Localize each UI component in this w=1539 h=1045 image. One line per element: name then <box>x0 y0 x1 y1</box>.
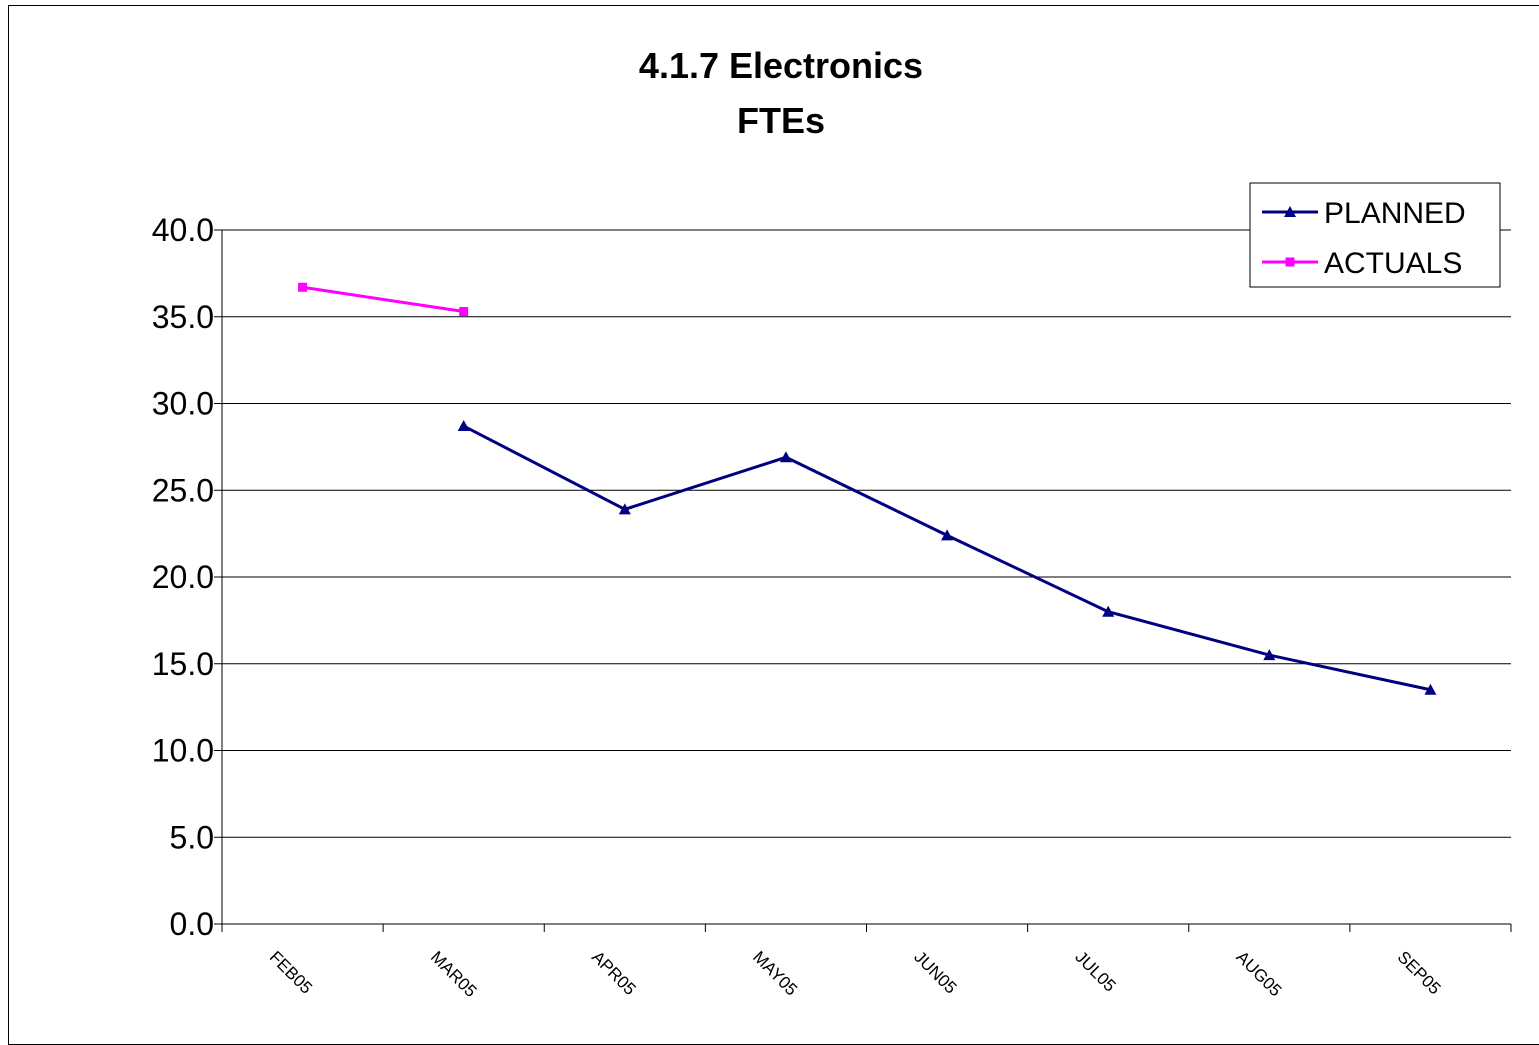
y-tick-label: 0.0 <box>170 906 214 942</box>
series-lines <box>298 282 1437 695</box>
x-tick-label: MAY05 <box>749 947 801 999</box>
legend-item-planned: PLANNED <box>1262 197 1466 230</box>
chart-title-line-2: FTEs <box>737 100 825 141</box>
x-tick-label: JUL05 <box>1071 947 1119 995</box>
legend-item-actuals: ACTUALS <box>1262 247 1462 280</box>
y-tick-label: 35.0 <box>152 299 214 335</box>
axes: 0.0 5.0 10.0 15.0 20.0 25.0 30.0 35.0 40.0 FEB05 M… <box>152 212 1512 1001</box>
data-point <box>457 420 470 432</box>
chart-title-line-1: 4.1.7 Electronics <box>639 45 923 86</box>
legend-swatch-marker <box>1284 206 1296 217</box>
data-point <box>618 503 631 515</box>
y-tick-label: 25.0 <box>152 472 214 508</box>
x-tick-label: AUG05 <box>1232 947 1285 1000</box>
chart-title: 4.1.7 Electronics FTEs <box>639 45 923 141</box>
data-point <box>1424 683 1437 695</box>
x-tick-label: APR05 <box>588 947 640 999</box>
legend-box <box>1249 182 1501 288</box>
x-tick-label: MAR05 <box>427 947 481 1001</box>
legend-swatch-marker <box>1285 257 1295 267</box>
data-point <box>1263 649 1276 661</box>
y-tick-label: 5.0 <box>170 819 214 855</box>
data-point <box>779 451 792 463</box>
x-tick-label: FEB05 <box>266 947 316 997</box>
series-line-planned <box>462 424 1431 692</box>
series-planned <box>457 420 1437 695</box>
x-tick-label: JUN05 <box>910 947 960 997</box>
data-point <box>1102 605 1115 617</box>
legend-label: ACTUALS <box>1324 247 1462 280</box>
series-line-actuals <box>302 285 464 314</box>
legend-label: PLANNED <box>1324 197 1466 230</box>
data-point <box>941 529 954 541</box>
y-tick-label: 40.0 <box>152 212 214 248</box>
y-tick-label: 20.0 <box>152 559 214 595</box>
data-point <box>459 307 469 317</box>
legend: PLANNED ACTUALS <box>1249 182 1501 288</box>
y-tick-label: 15.0 <box>152 646 214 682</box>
gridlines <box>222 229 1511 838</box>
data-point <box>298 282 308 292</box>
y-tick-label: 30.0 <box>152 386 214 422</box>
y-tick-label: 10.0 <box>152 733 214 769</box>
series-actuals <box>298 282 469 317</box>
x-tick-label: SEP05 <box>1394 947 1445 998</box>
